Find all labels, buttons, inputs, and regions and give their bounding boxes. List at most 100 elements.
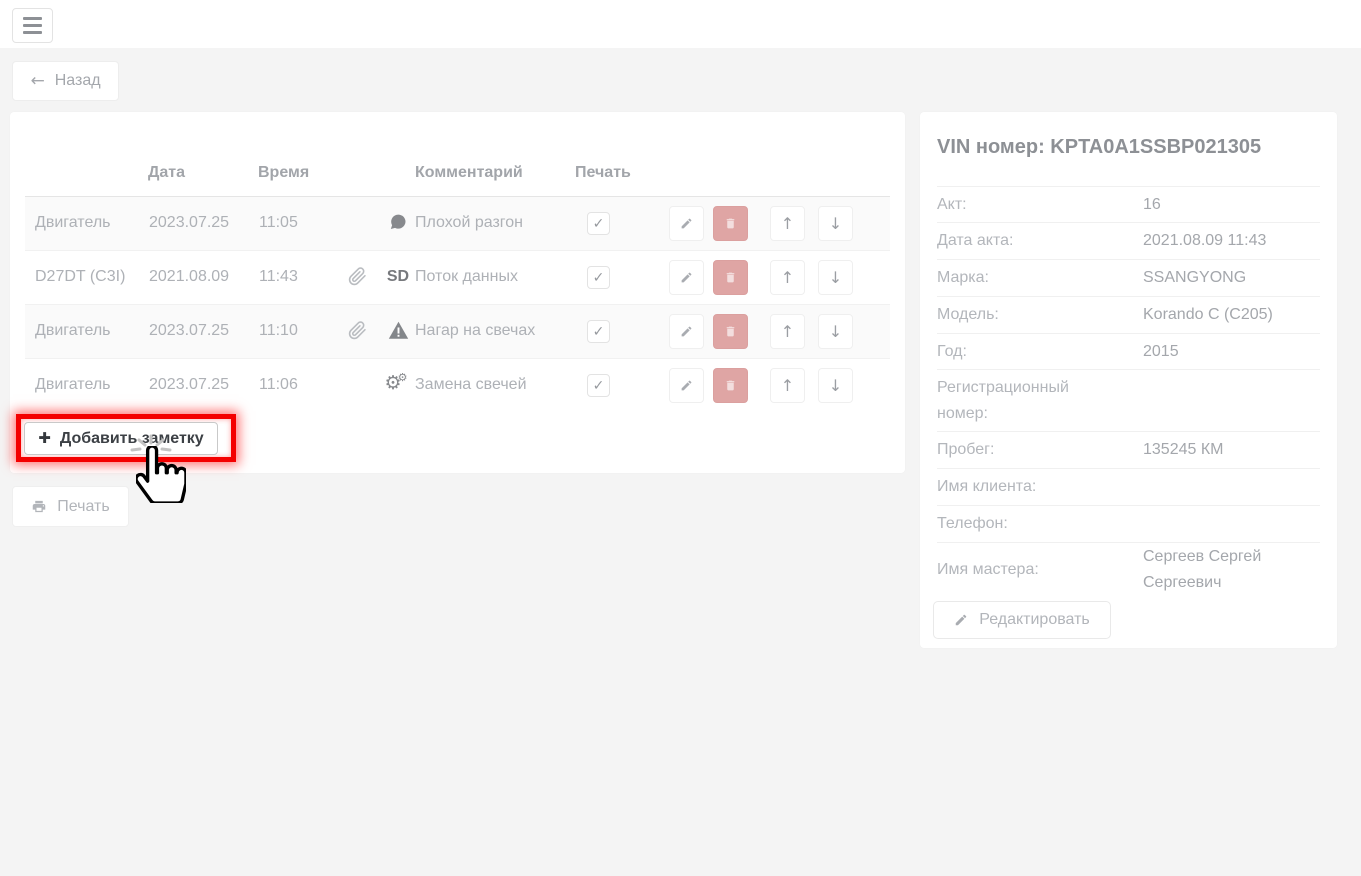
- delete-note-button[interactable]: [713, 260, 748, 295]
- trash-icon: [726, 272, 735, 283]
- note-group: D27DT (C3I): [35, 268, 126, 285]
- field-label: Регистрационный номер:: [937, 378, 1069, 422]
- column-header-date: Дата: [148, 164, 186, 181]
- print-button[interactable]: Печать: [12, 486, 129, 527]
- printer-icon: [33, 500, 46, 513]
- note-group: Двигатель: [35, 214, 111, 231]
- move-down-button[interactable]: ↓: [818, 314, 853, 349]
- pencil-icon: [681, 326, 692, 337]
- note-group: Двигатель: [35, 376, 111, 393]
- paperclip-icon: [348, 321, 367, 340]
- field-row: Регистрационный номер:: [937, 369, 1320, 431]
- trash-icon: [726, 326, 735, 337]
- edit-vehicle-button[interactable]: Редактировать: [933, 601, 1111, 639]
- move-up-button[interactable]: ↑: [770, 314, 805, 349]
- note-comment: Поток данных: [415, 268, 518, 285]
- notes-card: Дата Время Комментарий Печать Двигатель …: [10, 112, 905, 473]
- field-value: Korando C (C205): [1143, 306, 1273, 324]
- note-time: 11:06: [259, 376, 298, 393]
- arrow-up-icon: ↑: [780, 214, 795, 233]
- edit-note-button[interactable]: [669, 314, 704, 349]
- trash-icon: [726, 380, 735, 391]
- move-up-button[interactable]: ↑: [770, 368, 805, 403]
- field-value: SSANGYONG: [1143, 269, 1247, 287]
- field-value: 2021.08.09 11:43: [1143, 232, 1267, 250]
- arrow-down-icon: ↓: [828, 322, 843, 341]
- vehicle-panel: VIN номер: KPTA0A1SSBP021305 Акт: 16 Дат…: [920, 112, 1337, 648]
- move-down-button[interactable]: ↓: [818, 368, 853, 403]
- move-up-button[interactable]: ↑: [770, 206, 805, 241]
- arrow-down-icon: ↓: [828, 268, 843, 287]
- edit-note-button[interactable]: [669, 206, 704, 241]
- gears-icon: ⚙⚙: [384, 371, 408, 394]
- note-time: 11:05: [259, 214, 298, 231]
- field-row: Имя мастера: Сергеев Сергей Сергеевич: [937, 542, 1320, 597]
- move-up-button[interactable]: ↑: [770, 260, 805, 295]
- field-value: 135245 КМ: [1143, 441, 1224, 459]
- field-label: Дата акта:: [937, 232, 1014, 250]
- arrow-up-icon: ↑: [780, 268, 795, 287]
- check-icon: ✓: [592, 215, 605, 232]
- field-value: 2015: [1143, 342, 1179, 360]
- comment-icon: [377, 210, 419, 232]
- pencil-icon: [681, 218, 692, 229]
- move-down-button[interactable]: ↓: [818, 260, 853, 295]
- arrow-left-icon: ←: [30, 71, 45, 91]
- print-checkbox[interactable]: ✓: [587, 374, 610, 397]
- arrow-up-icon: ↑: [780, 322, 795, 341]
- field-row: Телефон:: [937, 505, 1320, 542]
- table-row: Двигатель 2023.07.25 11:10 Нагар на свеч…: [25, 305, 890, 359]
- delete-note-button[interactable]: [713, 314, 748, 349]
- print-checkbox[interactable]: ✓: [587, 212, 610, 235]
- note-date: 2023.07.25: [149, 214, 230, 231]
- check-icon: ✓: [592, 269, 605, 286]
- paperclip-icon: [348, 267, 367, 286]
- note-date: 2023.07.25: [149, 376, 230, 393]
- arrow-up-icon: ↑: [780, 376, 795, 395]
- plus-icon: ✚: [38, 429, 51, 447]
- field-row: Пробег: 135245 КМ: [937, 431, 1320, 468]
- add-note-button[interactable]: ✚ Добавить заметку: [24, 422, 218, 455]
- field-label: Модель:: [937, 306, 999, 324]
- vin-title: VIN номер: KPTA0A1SSBP021305: [937, 136, 1262, 158]
- move-down-button[interactable]: ↓: [818, 206, 853, 241]
- check-icon: ✓: [592, 323, 605, 340]
- add-note-button-label: Добавить заметку: [59, 429, 204, 447]
- field-label: Имя мастера:: [937, 561, 1039, 579]
- print-checkbox[interactable]: ✓: [587, 320, 610, 343]
- note-time: 11:10: [259, 322, 298, 339]
- menu-button[interactable]: [12, 8, 53, 43]
- print-checkbox[interactable]: ✓: [587, 266, 610, 289]
- column-header-print: Печать: [575, 164, 631, 181]
- click-effect-icon: [128, 434, 174, 458]
- pencil-icon: [955, 614, 967, 626]
- field-label: Марка:: [937, 269, 989, 287]
- field-value: Сергеев Сергей Сергеевич: [1143, 548, 1262, 591]
- table-row: D27DT (C3I) 2021.08.09 11:43 SD Поток да…: [25, 251, 890, 305]
- edit-note-button[interactable]: [669, 368, 704, 403]
- trash-icon: [726, 218, 735, 229]
- note-date: 2021.08.09: [149, 268, 230, 285]
- table-row: Двигатель 2023.07.25 11:06 ⚙⚙ Замена све…: [25, 359, 890, 413]
- field-label: Акт:: [937, 195, 967, 213]
- edit-note-button[interactable]: [669, 260, 704, 295]
- field-row: Имя клиента:: [937, 468, 1320, 505]
- hand-pointer-cursor: [136, 446, 186, 503]
- field-row: Год: 2015: [937, 333, 1320, 369]
- delete-note-button[interactable]: [713, 368, 748, 403]
- back-button[interactable]: ← Назад: [12, 61, 119, 101]
- annotation-highlight-box: [16, 414, 236, 462]
- field-row: Модель: Korando C (C205): [937, 296, 1320, 333]
- pencil-icon: [681, 272, 692, 283]
- field-row: Дата акта: 2021.08.09 11:43: [937, 222, 1320, 259]
- field-label: Имя клиента:: [937, 478, 1037, 496]
- note-date: 2023.07.25: [149, 322, 230, 339]
- note-time: 11:43: [259, 268, 298, 285]
- hamburger-bar: [23, 24, 42, 27]
- column-header-comment: Комментарий: [415, 164, 523, 181]
- print-button-label: Печать: [57, 497, 110, 515]
- note-group: Двигатель: [35, 322, 111, 339]
- field-label: Телефон:: [937, 515, 1008, 533]
- delete-note-button[interactable]: [713, 206, 748, 241]
- table-row: Двигатель 2023.07.25 11:05 Плохой разгон…: [25, 197, 890, 251]
